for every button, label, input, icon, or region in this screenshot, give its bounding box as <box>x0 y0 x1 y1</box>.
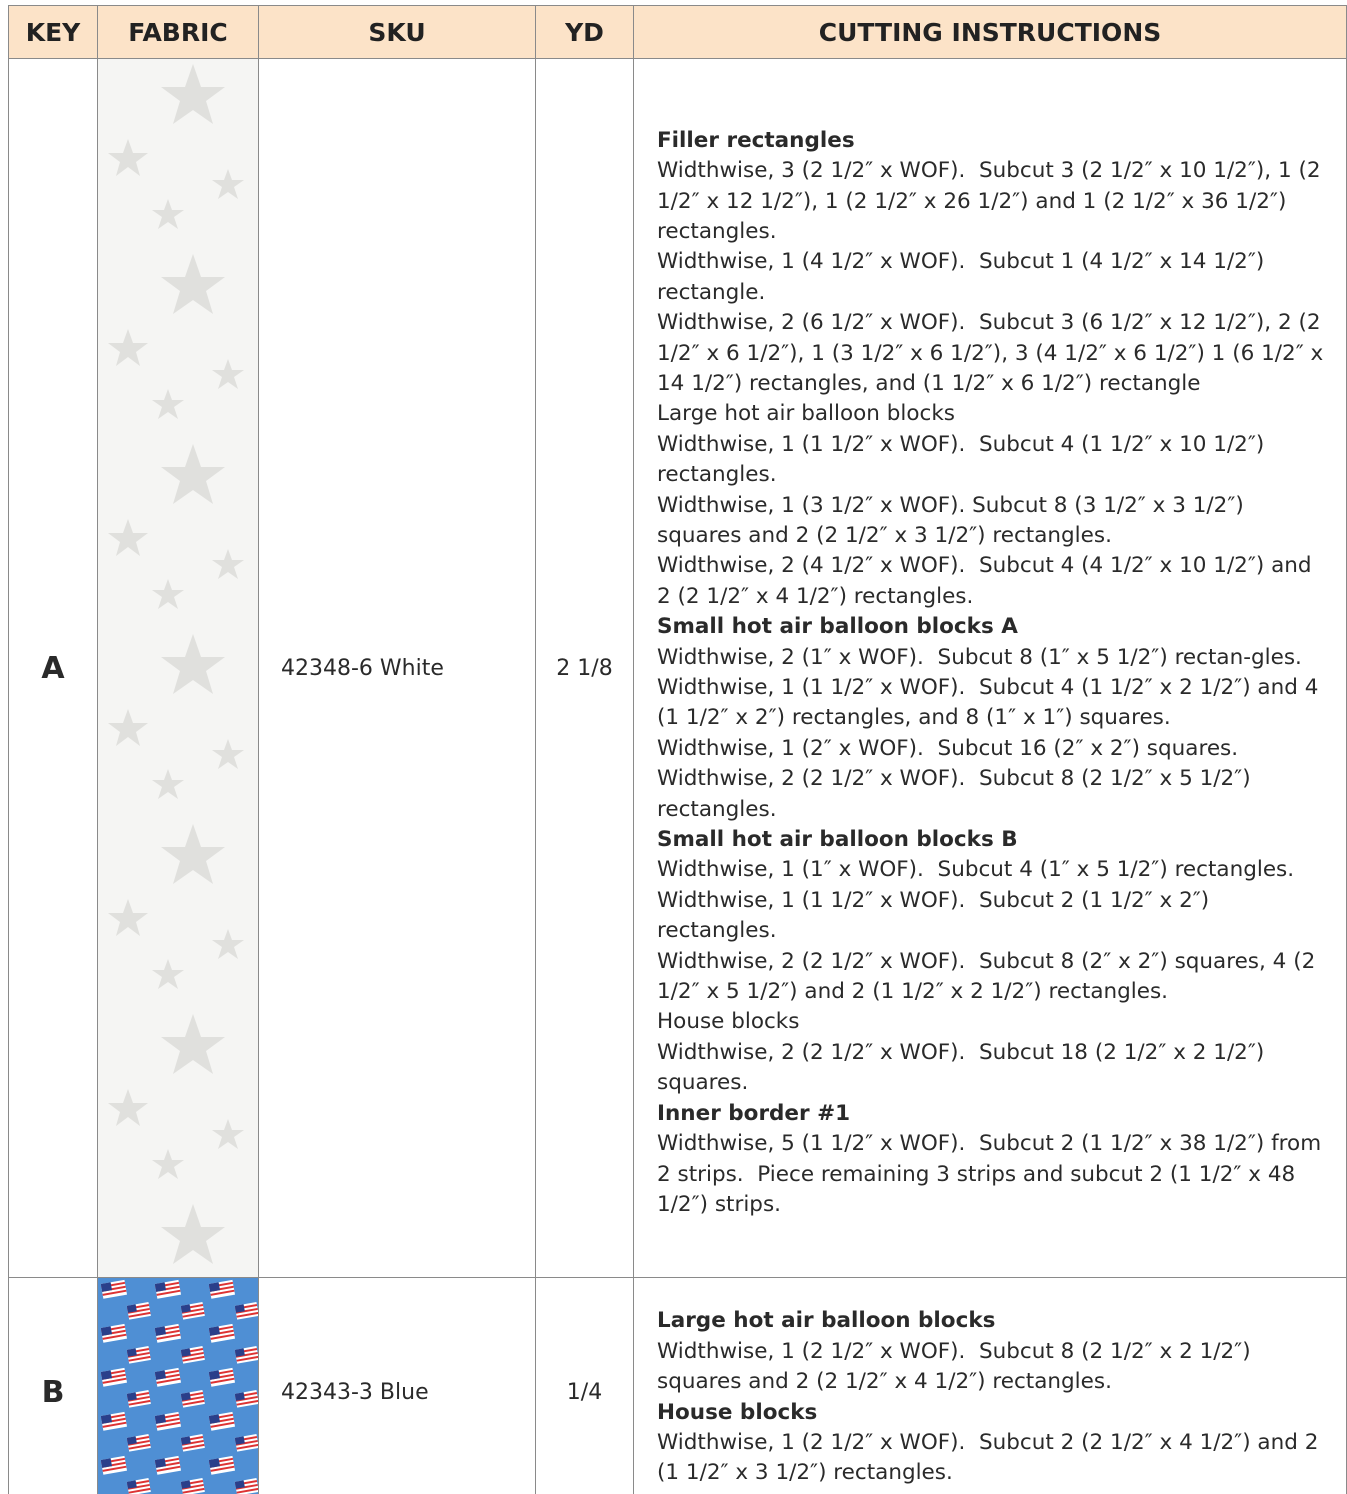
instruction-line: Widthwise, 5 (1 1/2″ x WOF). Subcut 2 (1… <box>657 1131 1328 1217</box>
column-header: YD <box>535 5 634 59</box>
cutting-table: KEY FABRIC SKU YD CUTTING INSTRUCTIONS A 4234… <box>8 5 1347 1494</box>
instruction-line: Widthwise, 1 (3 1/2″ x WOF). Subcut 8 (3… <box>657 492 1251 548</box>
instruction-line: Widthwise, 1 (1 1/2″ x WOF). Subcut 2 (1… <box>657 887 1217 944</box>
instruction-line: Widthwise, 2 (2 1/2″ x WOF). Subcut 8 (2… <box>657 948 1323 1005</box>
yd-cell: 1/4 <box>535 1277 634 1494</box>
section-heading: Large hot air balloon blocks <box>657 1308 996 1334</box>
instruction-line: Widthwise, 1 (4 1/2″ x WOF). Subcut 1 (4… <box>657 249 1272 305</box>
instruction-line: House blocks <box>657 1009 800 1035</box>
instruction-line: Widthwise, 1 (2″ x WOF). Subcut 16 (2″ x… <box>657 735 1239 761</box>
section-heading: House blocks <box>657 1399 818 1425</box>
instruction-line: Widthwise, 1 (1 1/2″ x WOF). Subcut 4 (1… <box>657 675 1326 731</box>
fabric-swatch <box>97 1277 259 1494</box>
instructions-cell: Large hot air balloon blocks Widthwise, 1… <box>633 1277 1347 1494</box>
instruction-line: Widthwise, 2 (6 1/2″ x WOF). Subcut 3 (6… <box>657 310 1331 396</box>
instruction-line: Widthwise, 2 (2 1/2″ x WOF). Subcut 18 (… <box>657 1039 1272 1096</box>
table-wrap: KEY FABRIC SKU YD CUTTING INSTRUCTIONS A 4234… <box>8 5 1347 1494</box>
instruction-line: Widthwise, 2 (2 1/2″ x WOF). Subcut 8 (2… <box>657 766 1258 822</box>
instruction-line: Widthwise, 1 (1″ x WOF). Subcut 4 (1″ x … <box>657 857 1295 883</box>
table-row: B 42343-3 Blue 1/4 Large hot air balloon bl… <box>8 1277 1347 1494</box>
yd-cell: 2 1/8 <box>535 58 634 1278</box>
instruction-line: Widthwise, 2 (1″ x WOF). Subcut 8 (1″ x … <box>657 644 1302 670</box>
instruction-line: Widthwise, 1 (2 1/2″ x WOF). Subcut 8 (2… <box>657 1338 1258 1395</box>
instruction-line: Large hot air balloon blocks <box>657 401 955 427</box>
instruction-line: Widthwise, 3 (2 1/2″ x WOF). Subcut 3 (2… <box>657 158 1328 244</box>
instruction-line: Widthwise, 2 (4 1/2″ x WOF). Subcut 4 (4… <box>657 553 1319 609</box>
key-cell: A <box>8 58 98 1278</box>
column-header: FABRIC <box>97 5 259 59</box>
instruction-line: Widthwise, 1 (1 1/2″ x WOF). Subcut 4 (1… <box>657 431 1272 488</box>
column-header: CUTTING INSTRUCTIONS <box>633 5 1347 59</box>
swatch <box>98 1278 258 1494</box>
instruction-line: Widthwise, 1 (2 1/2″ x WOF). Subcut 2 (2… <box>657 1429 1326 1486</box>
fabric-swatch <box>97 58 259 1278</box>
swatch <box>98 59 258 1277</box>
section-heading: Inner border #1 <box>657 1100 851 1126</box>
section-heading: Filler rectangles <box>657 127 855 153</box>
section-heading: Small hot air balloon blocks B <box>657 827 1018 853</box>
key-cell: B <box>8 1277 98 1494</box>
column-header: SKU <box>258 5 536 59</box>
sku-cell: 42348-6 White <box>258 58 536 1278</box>
table-row: A 42348-6 White 2 1/8 Filler rectangles Widt… <box>8 58 1347 1278</box>
header-row: KEY FABRIC SKU YD CUTTING INSTRUCTIONS <box>8 5 1347 59</box>
table-body: A 42348-6 White 2 1/8 Filler rectangles Widt… <box>8 58 1347 1494</box>
sku-cell: 42343-3 Blue <box>258 1277 536 1494</box>
column-header: KEY <box>8 5 98 59</box>
section-heading: Small hot air balloon blocks A <box>657 614 1018 640</box>
instructions-cell: Filler rectangles Widthwise, 3 (2 1/2″ x … <box>633 58 1347 1278</box>
